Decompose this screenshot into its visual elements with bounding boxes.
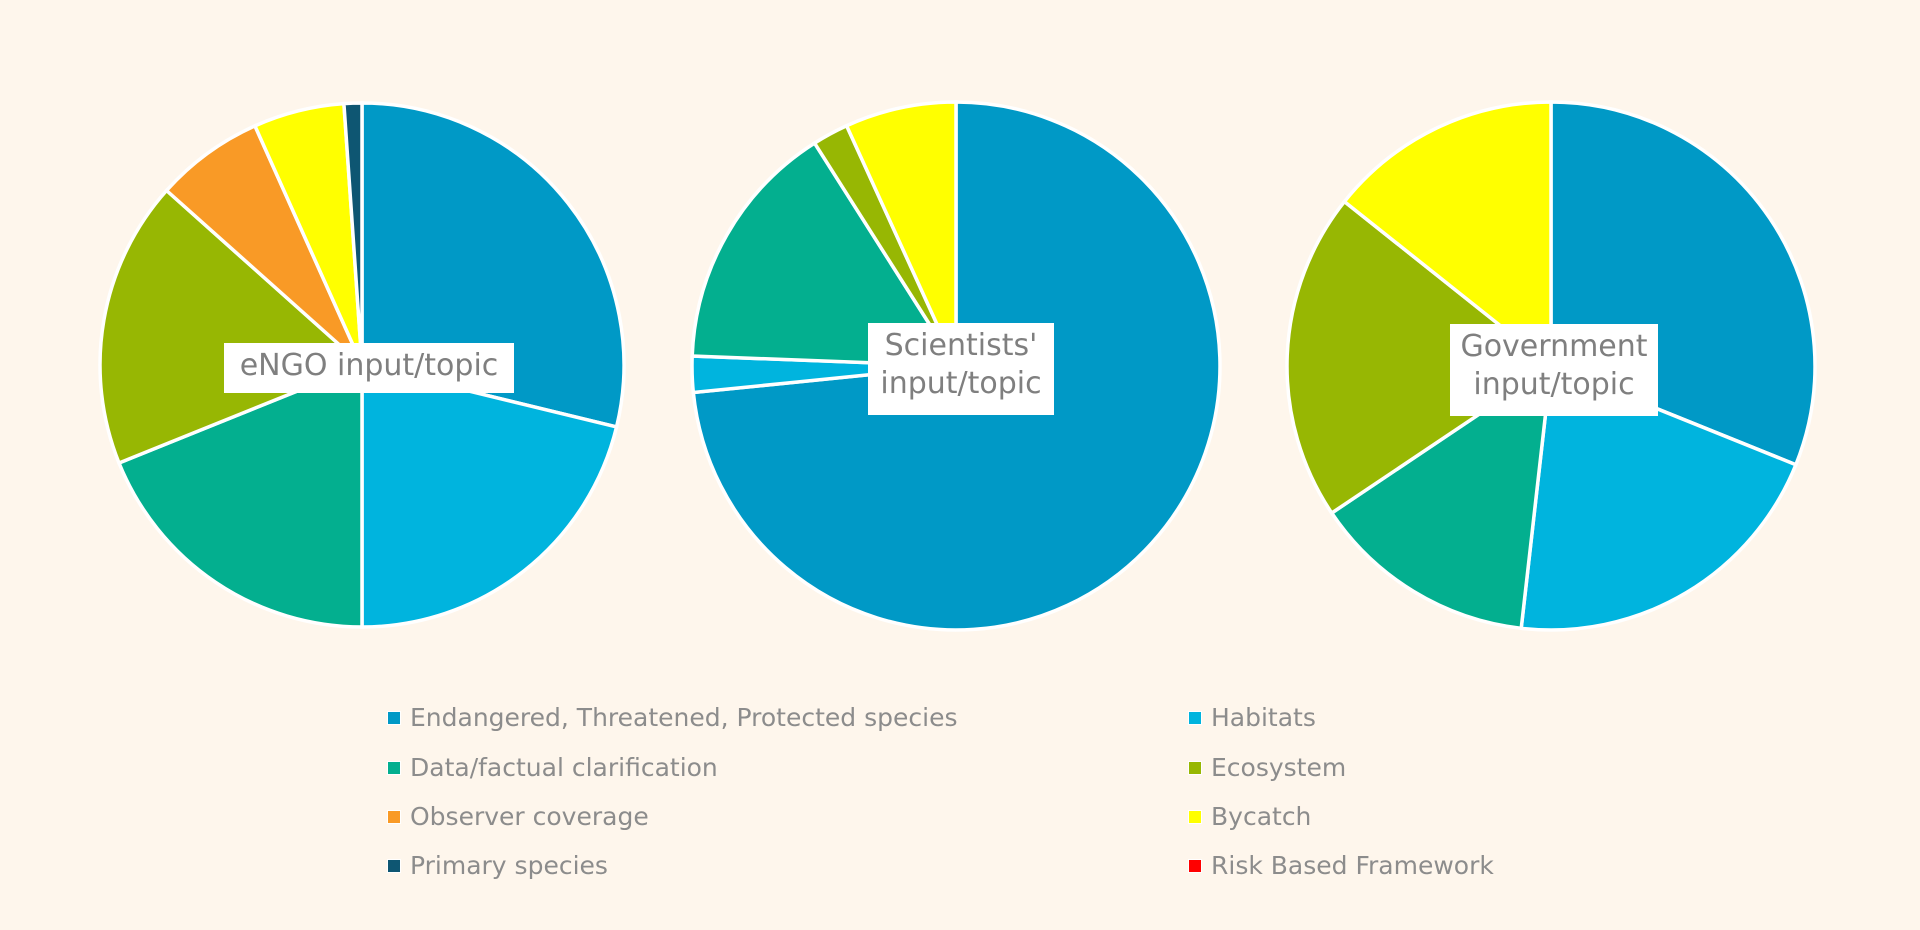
legend-swatch [1188, 710, 1202, 725]
pie-slice [1341, 100, 1553, 370]
pie-label-government: Government input/topic [1450, 324, 1658, 416]
pie-slice [360, 362, 619, 629]
legend-swatch [1188, 858, 1202, 873]
legend-label: Data/factual clarification [410, 753, 718, 782]
legend-label: Bycatch [1211, 802, 1312, 831]
legend-label: Risk Based Framework [1211, 851, 1494, 880]
legend-item: Data/factual clarification [387, 753, 718, 782]
pie-slice [844, 100, 958, 367]
pie-label-engo: eNGO input/topic [224, 343, 514, 393]
legend-swatch [1188, 760, 1202, 775]
pie-slice [690, 140, 960, 368]
legend-item: Primary species [387, 851, 608, 880]
pie-slice [98, 188, 366, 466]
legend-item: Risk Based Framework [1188, 851, 1494, 880]
legend-item: Observer coverage [387, 802, 649, 831]
legend-swatch [387, 710, 401, 725]
pie-slice [164, 123, 364, 367]
legend-item: Ecosystem [1188, 753, 1346, 782]
legend-item: Habitats [1188, 703, 1316, 732]
pie-label-scientists: Scientists' input/topic [868, 323, 1054, 415]
pie-slice [342, 101, 364, 366]
legend-label: Observer coverage [410, 802, 649, 831]
pie-slice [116, 362, 364, 629]
legend-swatch [387, 760, 401, 775]
legend-label: Ecosystem [1211, 753, 1347, 782]
legend-swatch [387, 809, 401, 824]
legend-label: Habitats [1211, 703, 1316, 732]
legend-label: Endangered, Threatened, Protected specie… [410, 703, 958, 732]
legend-item: Endangered, Threatened, Protected specie… [387, 703, 957, 732]
legend-label: Primary species [410, 851, 608, 880]
legend-swatch [387, 858, 401, 873]
legend-item: Bycatch [1188, 802, 1311, 831]
legend-swatch [1188, 809, 1202, 824]
pie-slice [1285, 199, 1554, 516]
pie-slice [1519, 363, 1799, 632]
pie-slice [1329, 362, 1554, 631]
